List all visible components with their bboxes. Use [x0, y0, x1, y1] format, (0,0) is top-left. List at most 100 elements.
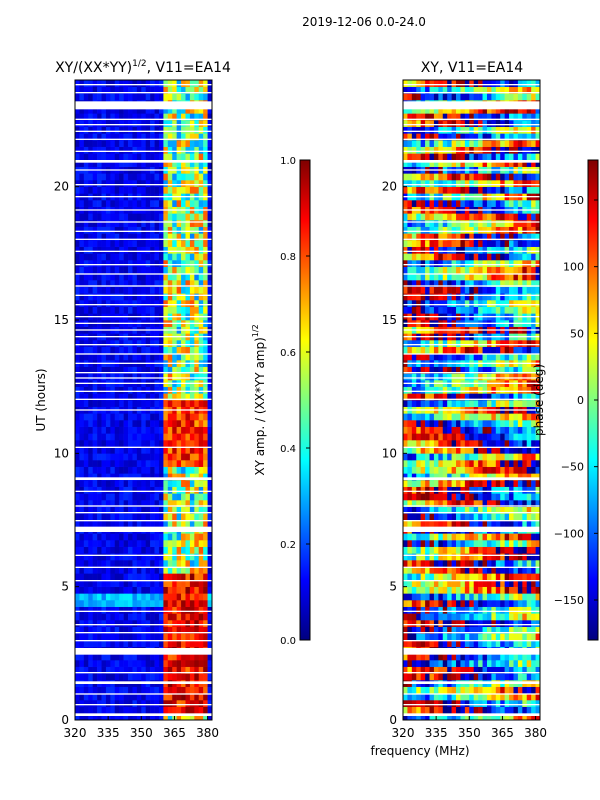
heatmap-cell — [97, 253, 102, 261]
heatmap-cell — [429, 580, 435, 587]
heatmap-cell — [416, 353, 421, 361]
heatmap-cell — [411, 366, 417, 374]
heatmap-cell — [132, 246, 138, 254]
heatmap-cell — [486, 660, 492, 667]
heatmap-cell — [464, 706, 470, 714]
heatmap-cell — [486, 306, 492, 314]
heatmap-cell — [136, 160, 142, 167]
heatmap-cell — [203, 340, 208, 347]
heatmap-cell — [105, 93, 111, 101]
heatmap-cell — [154, 253, 160, 261]
heatmap-cell — [119, 366, 124, 374]
heatmap-cell — [504, 653, 510, 661]
heatmap-cell — [110, 600, 116, 607]
heatmap-cell — [172, 500, 177, 507]
heatmap-cell — [150, 640, 155, 647]
heatmap-cell — [83, 420, 89, 427]
heatmap-cell — [509, 306, 514, 314]
heatmap-cell — [442, 573, 448, 581]
heatmap-cell — [535, 626, 540, 634]
heatmap-cell — [194, 160, 200, 167]
heatmap-cell — [473, 433, 479, 441]
heatmap-cell — [92, 513, 98, 521]
heatmap-cell — [495, 586, 501, 594]
heatmap-cell — [88, 306, 93, 314]
heatmap-cell — [123, 106, 129, 114]
heatmap-cell — [482, 713, 488, 720]
heatmap-cell — [128, 666, 133, 674]
heatmap-cell — [97, 413, 102, 421]
phase-heatmap[interactable] — [403, 80, 540, 720]
heatmap-cell — [172, 586, 177, 594]
amplitude-heatmap[interactable] — [75, 80, 212, 720]
heatmap-cell — [198, 566, 204, 574]
heatmap-cell — [207, 693, 212, 701]
heatmap-cell — [110, 586, 116, 594]
heatmap-cell — [469, 593, 475, 601]
heatmap-cell — [403, 666, 408, 674]
heatmap-cell — [522, 540, 528, 547]
heatmap-cell — [203, 553, 208, 561]
heatmap-cell — [491, 366, 497, 374]
heatmap-cell — [207, 453, 212, 461]
heatmap-cell — [478, 440, 483, 447]
heatmap-cell — [88, 413, 93, 421]
heatmap-cell — [101, 353, 107, 361]
heatmap-cell — [176, 260, 182, 267]
heatmap-cell — [83, 640, 89, 647]
heatmap-cell — [119, 86, 124, 94]
heatmap-cell — [167, 493, 173, 501]
heatmap-cell — [411, 393, 417, 401]
heatmap-cell — [482, 420, 488, 427]
heatmap-cell — [486, 626, 492, 634]
heatmap-cell — [403, 533, 408, 541]
heatmap-cell — [181, 233, 186, 241]
heatmap-cell — [136, 153, 142, 161]
flagged-row — [75, 150, 212, 152]
heatmap-cell — [114, 513, 120, 521]
heatmap-cell — [105, 573, 111, 581]
heatmap-cell — [97, 640, 102, 647]
heatmap-cell — [92, 700, 98, 707]
heatmap-cell — [83, 606, 89, 614]
heatmap-cell — [478, 486, 483, 494]
heatmap-cell — [522, 460, 528, 467]
heatmap-cell — [407, 633, 413, 641]
heatmap-cell — [531, 700, 536, 707]
heatmap-cell — [482, 486, 488, 494]
heatmap-cell — [101, 173, 107, 181]
heatmap-cell — [416, 433, 421, 441]
heatmap-cell — [145, 533, 151, 541]
heatmap-cell — [88, 146, 93, 154]
flagged-row — [75, 704, 212, 706]
heatmap-cell — [167, 626, 173, 634]
heatmap-cell — [473, 353, 479, 361]
heatmap-cell — [513, 546, 519, 554]
heatmap-cell — [101, 626, 107, 634]
heatmap-cell — [403, 460, 408, 467]
heatmap-cell — [438, 446, 444, 454]
heatmap-cell — [150, 653, 155, 661]
heatmap-cell — [469, 466, 475, 474]
heatmap-cell — [172, 440, 177, 447]
heatmap-cell — [114, 600, 120, 607]
heatmap-cell — [185, 706, 191, 714]
heatmap-cell — [110, 153, 116, 161]
heatmap-cell — [163, 673, 169, 681]
heatmap-cell — [145, 506, 151, 514]
heatmap-cell — [150, 433, 155, 441]
heatmap-cell — [407, 446, 413, 454]
heatmap-cell — [464, 373, 470, 381]
heatmap-cell — [97, 106, 102, 114]
heatmap-cell — [460, 346, 466, 354]
heatmap-cell — [407, 500, 413, 507]
heatmap-cell — [198, 660, 204, 667]
figure-suptitle: 2019-12-06 0.0-24.0 — [302, 15, 426, 29]
heatmap-cell — [97, 286, 102, 294]
heatmap-cell — [420, 480, 426, 487]
heatmap-cell — [145, 266, 151, 274]
heatmap-cell — [447, 420, 452, 427]
heatmap-cell — [438, 560, 444, 567]
heatmap-cell — [172, 480, 177, 487]
heatmap-cell — [114, 540, 120, 547]
